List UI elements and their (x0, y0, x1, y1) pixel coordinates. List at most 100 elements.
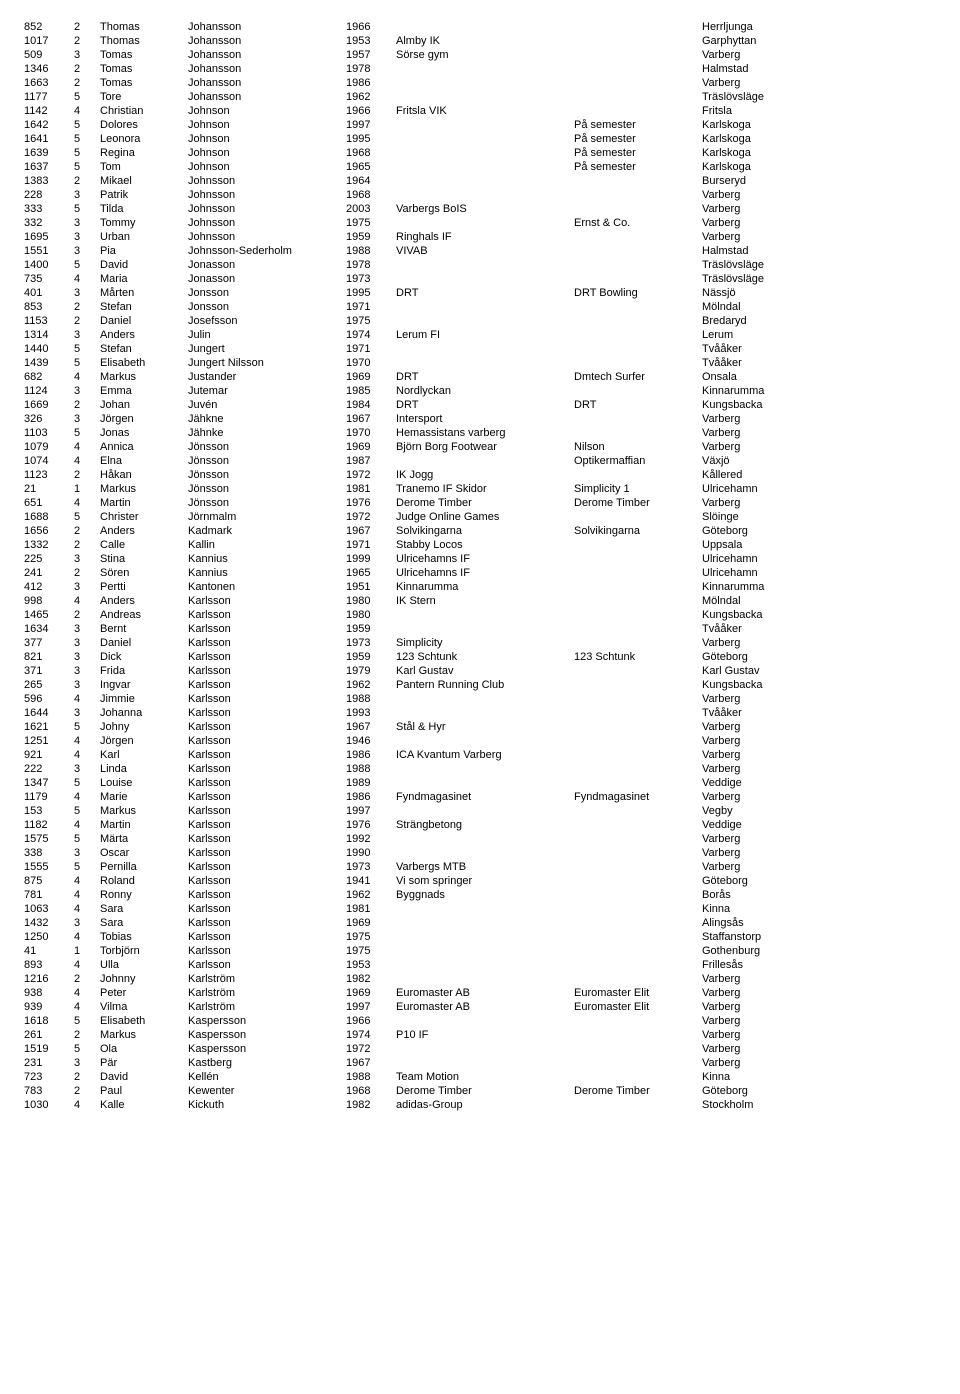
table-cell (392, 454, 570, 468)
table-cell: Karlsson (184, 818, 342, 832)
table-cell: Josefsson (184, 314, 342, 328)
table-cell: 1986 (342, 76, 392, 90)
table-cell: 231 (20, 1056, 70, 1070)
table-cell: Jonasson (184, 258, 342, 272)
table-cell: 1555 (20, 860, 70, 874)
table-cell: 1953 (342, 958, 392, 972)
table-cell (392, 1042, 570, 1056)
table-cell: Staffanstorp (698, 930, 940, 944)
table-cell: Elisabeth (96, 356, 184, 370)
table-cell: 1969 (342, 986, 392, 1000)
table-cell: 3 (70, 916, 96, 930)
table-cell: Håkan (96, 468, 184, 482)
table-cell: 4 (70, 1000, 96, 1014)
table-cell (570, 958, 698, 972)
table-cell: 1988 (342, 692, 392, 706)
table-cell: 1978 (342, 62, 392, 76)
table-cell: 1965 (342, 160, 392, 174)
table-cell: Karlsson (184, 748, 342, 762)
table-cell: Daniel (96, 314, 184, 328)
table-cell: Varberg (698, 216, 940, 230)
table-cell: Varberg (698, 188, 940, 202)
table-row: 16395ReginaJohnson1968På semesterKarlsko… (20, 146, 940, 160)
table-cell: Ulricehamns IF (392, 566, 570, 580)
table-cell: 1074 (20, 454, 70, 468)
table-cell: Jönsson (184, 440, 342, 454)
table-cell: Kannius (184, 566, 342, 580)
table-row: 2283PatrikJohnsson1968Varberg (20, 188, 940, 202)
table-cell: DRT (392, 286, 570, 300)
table-cell: Karlsson (184, 678, 342, 692)
table-cell: Karlström (184, 986, 342, 1000)
table-cell: 3 (70, 384, 96, 398)
table-cell: Jonasson (184, 272, 342, 286)
table-row: 3323TommyJohnsson1975Ernst & Co.Varberg (20, 216, 940, 230)
table-cell: 1985 (342, 384, 392, 398)
table-cell: 1987 (342, 454, 392, 468)
table-cell: 1975 (342, 930, 392, 944)
table-cell: På semester (570, 160, 698, 174)
table-cell: Kinna (698, 902, 940, 916)
table-row: 4123PerttiKantonen1951KinnarummaKinnarum… (20, 580, 940, 594)
table-cell: 3 (70, 412, 96, 426)
table-cell: Calle (96, 538, 184, 552)
table-cell (392, 706, 570, 720)
table-cell: 852 (20, 20, 70, 34)
table-cell: Thomas (96, 34, 184, 48)
table-cell: 596 (20, 692, 70, 706)
table-row: 6514MartinJönsson1976Derome TimberDerome… (20, 496, 940, 510)
table-cell: Göteborg (698, 874, 940, 888)
table-cell: Simplicity (392, 636, 570, 650)
table-cell: Dolores (96, 118, 184, 132)
table-cell: Hemassistans varberg (392, 426, 570, 440)
table-cell (392, 902, 570, 916)
table-cell: Bredaryd (698, 314, 940, 328)
table-cell (570, 832, 698, 846)
table-cell: 5 (70, 1042, 96, 1056)
table-cell: Emma (96, 384, 184, 398)
table-cell: Jonsson (184, 300, 342, 314)
table-cell: 1967 (342, 1056, 392, 1070)
table-cell: Christian (96, 104, 184, 118)
table-cell (392, 846, 570, 860)
table-cell: Vi som springer (392, 874, 570, 888)
table-cell: Jörnmalm (184, 510, 342, 524)
table-cell: 4 (70, 440, 96, 454)
table-row: 16885ChristerJörnmalm1972Judge Online Ga… (20, 510, 940, 524)
table-row: 411TorbjörnKarlsson1975Gothenburg (20, 944, 940, 958)
table-cell: Träslövsläge (698, 90, 940, 104)
table-row: 9984AndersKarlsson1980IK SternMölndal (20, 594, 940, 608)
table-cell (570, 1028, 698, 1042)
table-cell: Stefan (96, 300, 184, 314)
table-cell (570, 944, 698, 958)
table-cell: 1642 (20, 118, 70, 132)
table-cell (570, 62, 698, 76)
table-cell: 1551 (20, 244, 70, 258)
table-cell: 781 (20, 888, 70, 902)
table-cell (570, 1042, 698, 1056)
table-row: 211MarkusJönsson1981Tranemo IF SkidorSim… (20, 482, 940, 496)
table-cell: Euromaster AB (392, 1000, 570, 1014)
table-cell: Markus (96, 482, 184, 496)
table-cell: 3 (70, 552, 96, 566)
table-cell: 509 (20, 48, 70, 62)
table-cell (392, 174, 570, 188)
table-cell: Linda (96, 762, 184, 776)
table-cell: 2003 (342, 202, 392, 216)
table-cell: Ronny (96, 888, 184, 902)
table-cell: Lerum FI (392, 328, 570, 342)
table-cell: Varberg (698, 202, 940, 216)
table-row: 15195OlaKaspersson1972Varberg (20, 1042, 940, 1056)
table-cell: Frida (96, 664, 184, 678)
table-cell: 1967 (342, 412, 392, 426)
table-cell (570, 594, 698, 608)
table-cell: 1959 (342, 230, 392, 244)
table-cell: Borås (698, 888, 940, 902)
table-cell: 4 (70, 104, 96, 118)
table-row: 3383OscarKarlsson1990Varberg (20, 846, 940, 860)
table-cell: 3 (70, 622, 96, 636)
table-cell: Tilda (96, 202, 184, 216)
table-cell: Varberg (698, 636, 940, 650)
table-cell: Karlsson (184, 776, 342, 790)
table-cell: Veddige (698, 818, 940, 832)
